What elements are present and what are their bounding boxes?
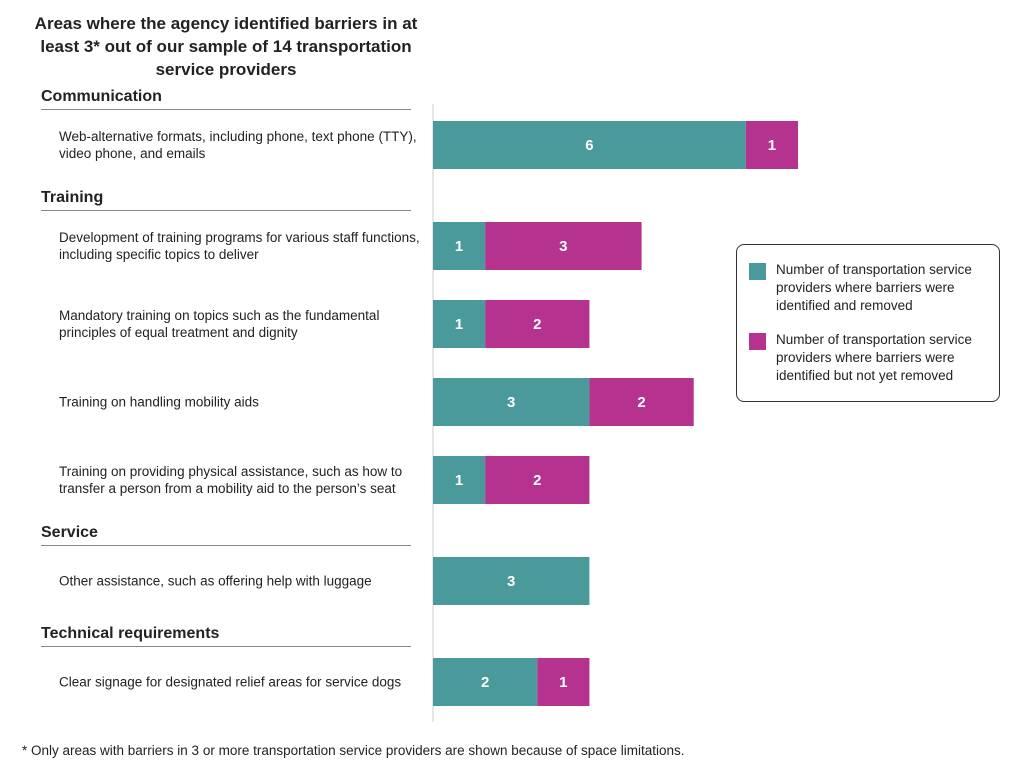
group-label: Service [41,524,411,546]
value-label: 6 [585,137,593,154]
legend-item: Number of transportation service provide… [749,261,994,315]
bar-segment [589,378,694,426]
category-label: Web-alternative formats, including phone… [59,129,417,161]
value-label: 3 [507,394,515,411]
category-label: Training on providing physical assistanc… [59,464,403,496]
category-label: Training on handling mobility aids [59,394,259,410]
value-label: 2 [533,472,541,489]
value-label: 1 [559,674,567,691]
bar-segment [745,121,798,169]
bar-segment [433,121,746,169]
legend-label: Number of transportation service provide… [776,332,972,383]
value-label: 3 [507,573,515,590]
category-label: Other assistance, such as offering help … [59,573,372,589]
bar-segment [433,222,486,270]
chart-title: Areas where the agency identified barrie… [34,14,418,79]
value-label: 2 [533,316,541,333]
group-label: Training [41,189,411,211]
value-label: 1 [768,137,776,154]
category-label: Mandatory training on topics such as the… [59,308,380,340]
bar-segment [537,658,590,706]
bar-segment [433,456,486,504]
bar-segment [433,557,590,605]
value-label: 1 [455,472,463,489]
category-label: Clear signage for designated relief area… [59,674,402,690]
bar-segment [485,300,590,348]
bar-segment [433,378,590,426]
legend-label: Number of transportation service provide… [776,262,972,313]
value-label: 2 [637,394,645,411]
group-label: Communication [41,88,411,110]
footnote: * Only areas with barriers in 3 or more … [22,743,685,758]
bar-segment [433,658,538,706]
value-label: 1 [455,238,463,255]
legend-swatch [749,333,766,350]
value-label: 1 [455,316,463,333]
bar-segment [485,222,642,270]
category-label: Development of training programs for var… [59,230,420,262]
bar-segment [485,456,590,504]
value-label: 3 [559,238,567,255]
bar-segment [433,300,486,348]
value-label: 2 [481,674,489,691]
legend: Number of transportation service provide… [736,244,1000,402]
legend-swatch [749,263,766,280]
group-label: Technical requirements [41,625,411,647]
legend-item: Number of transportation service provide… [749,331,994,385]
